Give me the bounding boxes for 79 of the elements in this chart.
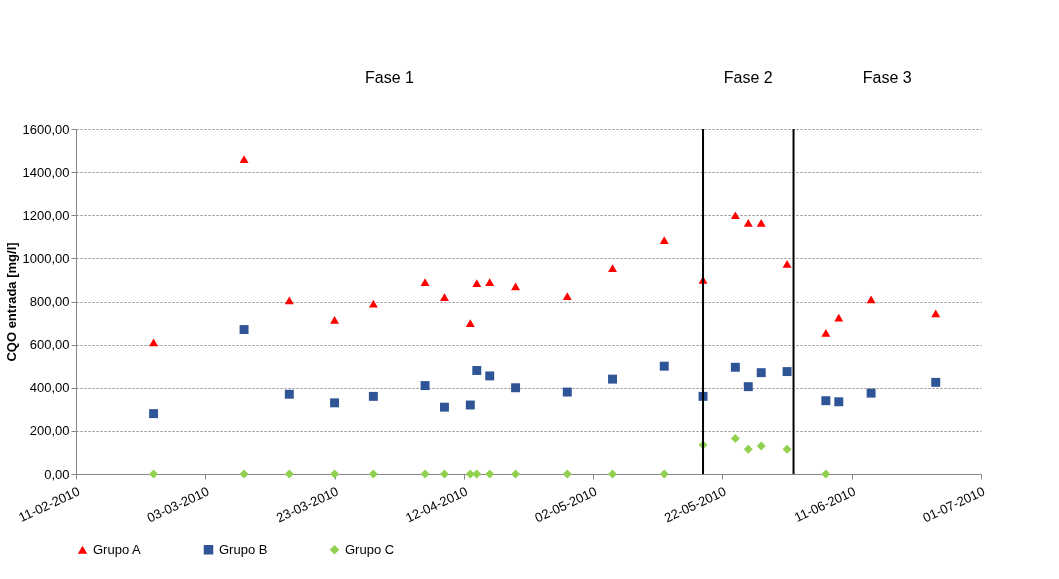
point (659, 361, 669, 371)
y-tick-label: 200,00 (29, 423, 70, 439)
point (511, 469, 521, 479)
point (472, 366, 482, 375)
point (608, 264, 618, 272)
y-tick-label: 1200,00 (22, 207, 70, 223)
point (485, 371, 495, 381)
text: Fase 3 (862, 69, 912, 86)
point (782, 444, 792, 454)
point (866, 295, 876, 304)
point (420, 381, 430, 391)
legend-label: Grupo C (345, 541, 395, 557)
point (284, 469, 294, 479)
point (743, 444, 753, 454)
text: Fase 2 (723, 69, 773, 86)
point (866, 388, 876, 398)
point (821, 328, 831, 337)
point (439, 469, 449, 479)
point (730, 362, 740, 372)
point (465, 319, 475, 327)
point (368, 299, 378, 308)
point (284, 389, 294, 399)
point (472, 469, 482, 479)
point (756, 368, 766, 378)
point (756, 218, 766, 227)
point (485, 278, 495, 286)
point (743, 382, 753, 392)
point (562, 292, 572, 300)
point (239, 325, 249, 334)
point (562, 387, 572, 397)
point (420, 278, 430, 286)
point (420, 469, 430, 479)
point (149, 469, 159, 479)
point (931, 309, 941, 318)
point (239, 155, 249, 164)
text: Fase 1 (365, 69, 415, 86)
y-tick-label: 400,00 (29, 380, 70, 396)
point (834, 397, 844, 407)
legend-label: Grupo B (219, 541, 268, 557)
y-tick-label: 800,00 (29, 294, 70, 309)
point (562, 469, 572, 479)
point (659, 236, 669, 244)
point (782, 259, 792, 268)
point (149, 409, 159, 419)
point (330, 469, 340, 479)
point (511, 383, 521, 393)
y-tick-label: 1400,00 (22, 164, 70, 180)
point (465, 400, 475, 410)
point (782, 367, 792, 377)
point (659, 469, 669, 479)
point (330, 398, 340, 408)
point (284, 296, 294, 305)
point (368, 391, 378, 401)
y-tick-label: 0,00 (44, 466, 70, 482)
point (821, 396, 831, 406)
point (472, 279, 482, 288)
point (439, 293, 449, 302)
point (511, 282, 521, 291)
point (834, 313, 844, 322)
point (756, 441, 766, 451)
legend-label: Grupo A (93, 541, 142, 557)
point (608, 374, 618, 384)
point (485, 469, 495, 479)
point (330, 315, 340, 324)
y-tick-label: 600,00 (29, 337, 70, 353)
point (730, 211, 740, 220)
y-tick-label: 1000,00 (22, 250, 70, 266)
point (465, 469, 475, 479)
point (368, 469, 378, 479)
point (608, 469, 618, 479)
point (743, 218, 753, 227)
point (931, 377, 941, 387)
point (149, 338, 159, 347)
y-axis-title: CQO entrada [mg/l] (3, 242, 19, 362)
point (821, 469, 831, 479)
point (730, 433, 740, 443)
point (439, 402, 449, 412)
point (239, 469, 249, 479)
y-tick-label: 1600,00 (22, 121, 70, 137)
